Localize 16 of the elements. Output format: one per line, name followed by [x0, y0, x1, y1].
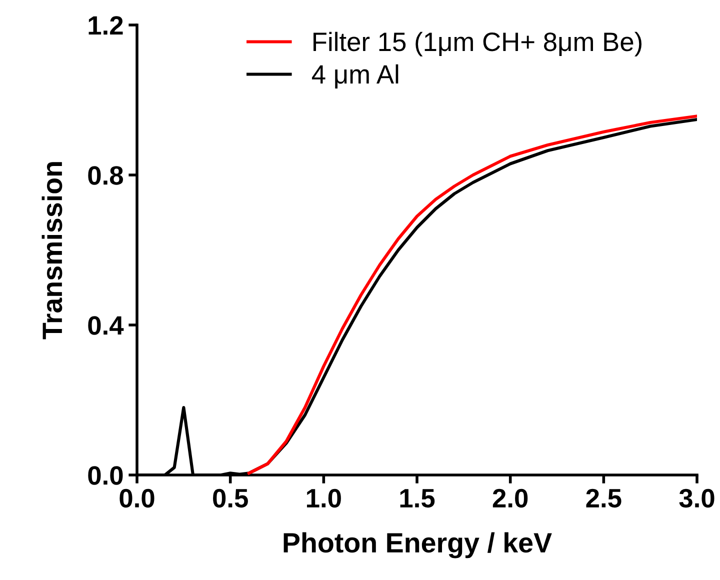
- y-tick-label: 0.8: [88, 166, 123, 185]
- x-tick-label: 3.0: [679, 488, 714, 508]
- line-series: [247, 114, 697, 475]
- y-tick-label: 0.0: [88, 466, 123, 485]
- x-tick-label: 2.0: [492, 488, 528, 508]
- y-tick-label: 1.2: [88, 16, 123, 35]
- x-tick-label: 1.5: [400, 489, 435, 508]
- x-tick-label: 0.0: [120, 488, 154, 508]
- x-tick-label: 2.5: [586, 488, 622, 508]
- legend-label: Filter 15 (1μm CH+ 8μm Be): [314, 32, 642, 56]
- x-tick-label: 0.5: [213, 488, 248, 508]
- x-axis-title: Photon Energy / keV: [284, 532, 552, 558]
- y-axis-title: Transmission: [42, 162, 62, 340]
- x-tick-label: 1.0: [306, 488, 341, 508]
- y-tick-label: 0.4: [88, 316, 124, 335]
- legend-label: 4 μm Al: [312, 64, 398, 89]
